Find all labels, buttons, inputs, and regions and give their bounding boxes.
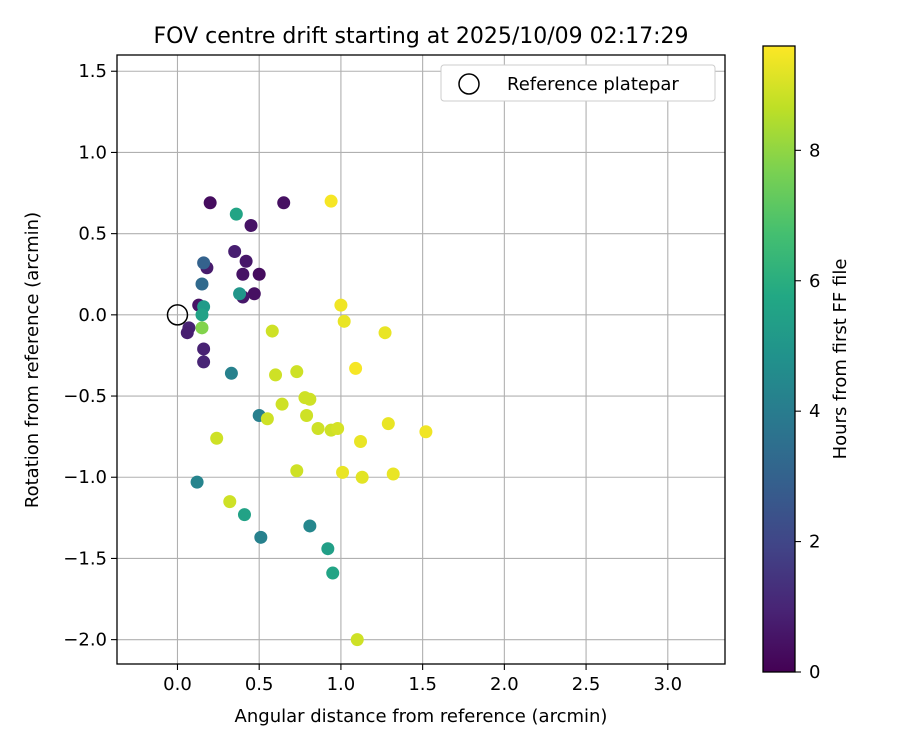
data-point xyxy=(210,431,224,445)
colorbar-label: Hours from first FF file xyxy=(830,259,851,460)
y-tick-label: 1.5 xyxy=(78,61,107,82)
colorbar-gradient xyxy=(762,45,796,673)
data-point xyxy=(334,298,348,312)
y-tick-label: 0.0 xyxy=(78,305,107,326)
data-point xyxy=(237,508,251,522)
data-point xyxy=(331,422,345,436)
y-axis-label: Rotation from reference (arcmin) xyxy=(22,212,43,508)
colorbar-tick-label: 0 xyxy=(809,662,820,683)
x-tick-label: 2.5 xyxy=(572,674,601,695)
data-point xyxy=(321,542,335,556)
scatter-points xyxy=(180,194,433,647)
data-point xyxy=(303,519,317,533)
x-tick-label: 0.5 xyxy=(245,674,274,695)
y-tick-label: 0.5 xyxy=(78,224,107,245)
x-tick-label: 1.0 xyxy=(327,674,356,695)
y-tick-label: −0.5 xyxy=(63,386,107,407)
data-point xyxy=(290,365,304,379)
data-point xyxy=(381,417,395,431)
data-point xyxy=(260,412,274,426)
data-point xyxy=(195,321,209,335)
colorbar-tick-label: 8 xyxy=(809,140,820,161)
data-point xyxy=(354,435,368,449)
data-point xyxy=(197,355,211,369)
data-point xyxy=(311,422,325,436)
data-point xyxy=(303,392,317,406)
data-point xyxy=(337,314,351,328)
legend-marker xyxy=(458,73,480,95)
data-point xyxy=(224,366,238,380)
data-point xyxy=(419,425,433,439)
data-point xyxy=(386,467,400,481)
reference-point xyxy=(166,304,189,326)
data-point xyxy=(300,409,314,423)
x-tick-label: 3.0 xyxy=(653,674,682,695)
legend-label: Reference platepar xyxy=(507,74,679,95)
x-axis-label: Angular distance from reference (arcmin) xyxy=(235,706,608,727)
plot-area xyxy=(117,55,725,664)
colorbar-tick-label: 2 xyxy=(809,532,820,553)
y-tick-label: −2.0 xyxy=(63,630,107,651)
data-point xyxy=(229,207,243,221)
colorbar-tick-label: 4 xyxy=(809,401,820,422)
data-point xyxy=(223,495,237,509)
data-point xyxy=(195,277,209,291)
colorbar-ticks: 0 2 4 6 8 xyxy=(795,140,820,683)
x-tick-label: 2.0 xyxy=(490,674,519,695)
data-point xyxy=(203,196,217,210)
data-point xyxy=(228,245,242,259)
y-tick-label: −1.5 xyxy=(63,548,107,569)
data-point xyxy=(252,267,266,281)
data-point xyxy=(180,326,194,340)
data-point xyxy=(190,475,204,489)
data-point xyxy=(355,470,369,484)
x-axis-ticks: 0.0 0.5 1.0 1.5 2.0 2.5 3.0 xyxy=(163,664,682,695)
data-point xyxy=(254,530,268,544)
legend-box xyxy=(440,64,716,102)
reference-platepar-marker xyxy=(166,304,189,326)
y-tick-label: −1.0 xyxy=(63,467,107,488)
colorbar: 0 2 4 6 8 Hours from first FF file xyxy=(762,45,851,683)
data-point xyxy=(247,287,261,301)
data-point xyxy=(350,633,364,647)
y-tick-label: 1.0 xyxy=(78,142,107,163)
legend: Reference platepar xyxy=(440,64,716,102)
data-point xyxy=(277,196,291,210)
y-axis-ticks: −2.0 −1.5 −1.0 −0.5 0.0 0.5 1.0 1.5 xyxy=(63,61,117,651)
plot-frame xyxy=(116,54,726,665)
data-point xyxy=(290,464,304,478)
data-point xyxy=(239,254,253,268)
data-point xyxy=(324,194,338,208)
data-point xyxy=(236,267,250,281)
data-point xyxy=(265,324,279,338)
data-point xyxy=(244,219,258,233)
data-point xyxy=(349,361,363,375)
data-point xyxy=(326,566,340,580)
data-point xyxy=(195,308,209,322)
data-point xyxy=(233,287,247,301)
data-point xyxy=(269,368,283,382)
x-tick-label: 0.0 xyxy=(163,674,192,695)
data-point xyxy=(336,465,350,479)
colorbar-tick-label: 6 xyxy=(809,271,820,292)
x-tick-label: 1.5 xyxy=(408,674,437,695)
data-point xyxy=(197,342,211,356)
data-point xyxy=(197,256,211,270)
chart-title: FOV centre drift starting at 2025/10/09 … xyxy=(154,24,689,49)
data-point xyxy=(378,326,392,340)
grid-lines xyxy=(117,55,725,664)
data-point xyxy=(275,397,289,411)
